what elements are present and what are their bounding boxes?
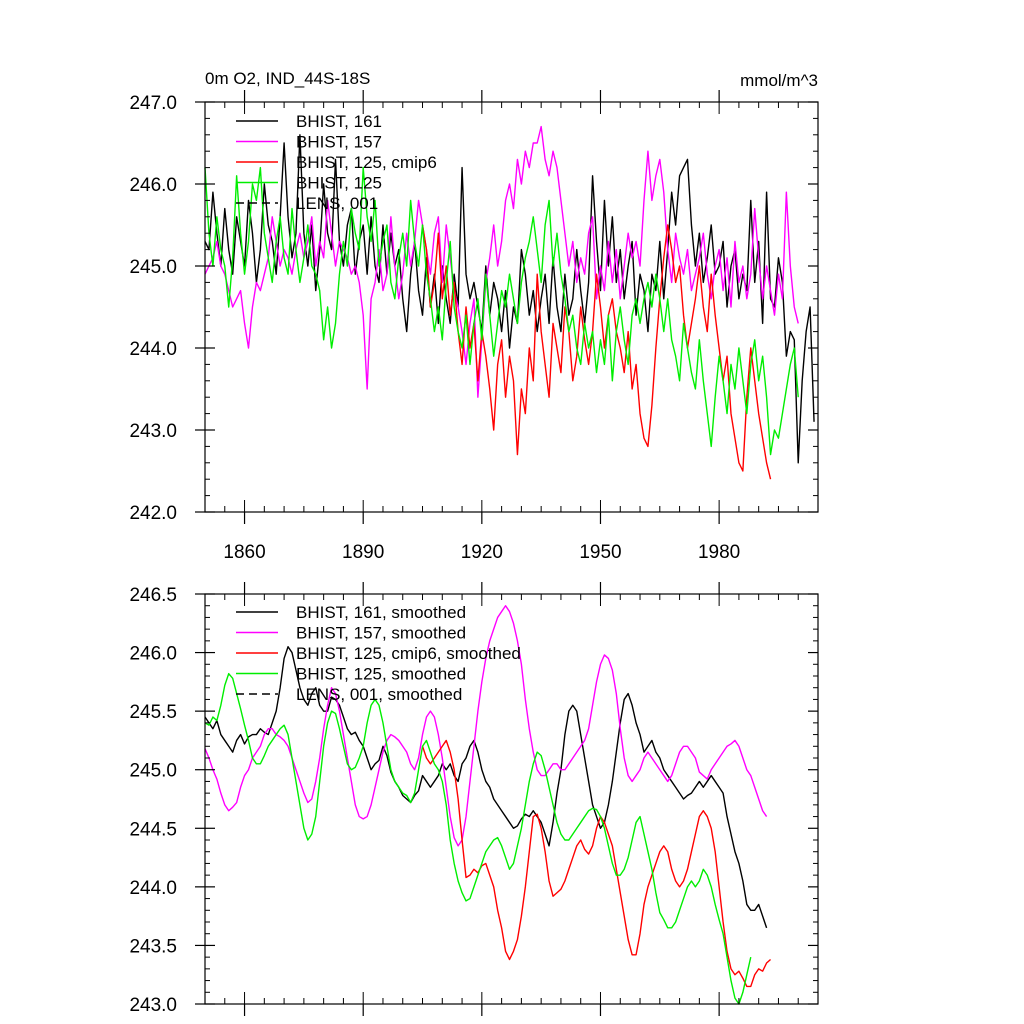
legend-label-1: BHIST, 157: [296, 133, 382, 152]
legend-label-2: BHIST, 125, cmip6: [296, 153, 437, 172]
y-tick-label: 246.5: [129, 585, 177, 606]
y-tick-label: 246.0: [129, 175, 177, 196]
legend-label-0: BHIST, 161, smoothed: [296, 603, 466, 622]
legend-label-3: BHIST, 125, smoothed: [296, 665, 466, 684]
series-line-0: [204, 646, 768, 929]
y-tick-label: 245.0: [129, 761, 177, 782]
y-tick-label: 245.5: [129, 702, 177, 723]
series-line-1: [204, 125, 799, 398]
y-tick-label: 243.0: [129, 995, 177, 1016]
y-tick-label: 242.0: [129, 503, 177, 524]
legend-label-0: BHIST, 161: [296, 112, 382, 131]
y-tick-label: 245.0: [129, 257, 177, 278]
top-panel-title: 0m O2, IND_44S-18S: [205, 69, 370, 88]
x-tick-label: 1980: [698, 542, 740, 563]
series-line-2: [421, 224, 772, 480]
series-line-2: [421, 739, 772, 988]
legend-label-4: LENS, 001: [296, 194, 378, 213]
top-panel-units: mmol/m^3: [740, 71, 818, 90]
x-tick-label: 1920: [461, 542, 503, 563]
plot-frame: [204, 101, 819, 513]
series-line-3: [204, 672, 752, 1005]
y-tick-label: 243.5: [129, 936, 177, 957]
bottom-panel: 243.0 243.5 244.0 244.5 245.0 245.5 246.0 246.5…: [129, 582, 819, 1016]
series-line-3: [204, 166, 799, 456]
y-tick-label: 244.0: [129, 339, 177, 360]
legend-label-2: BHIST, 125, cmip6, smoothed: [296, 644, 521, 663]
x-tick-label: 1860: [223, 542, 265, 563]
series-line-0: [204, 134, 815, 464]
x-tick-label: 1950: [579, 542, 621, 563]
legend-label-4: LENS, 001, smoothed: [296, 685, 462, 704]
legend-label-3: BHIST, 125: [296, 174, 382, 193]
y-tick-label: 243.0: [129, 421, 177, 442]
y-tick-label: 244.5: [129, 819, 177, 840]
y-tick-label: 244.0: [129, 878, 177, 899]
y-tick-label: 247.0: [129, 93, 177, 114]
y-tick-label: 246.0: [129, 644, 177, 665]
plot-frame: [204, 593, 819, 1005]
x-tick-label: 1890: [342, 542, 384, 563]
top-panel: 0m O2, IND_44S-18S mmol/m^3 242.0 243.0 24…: [129, 69, 819, 563]
legend-label-1: BHIST, 157, smoothed: [296, 624, 466, 643]
series-line-1: [204, 605, 768, 847]
